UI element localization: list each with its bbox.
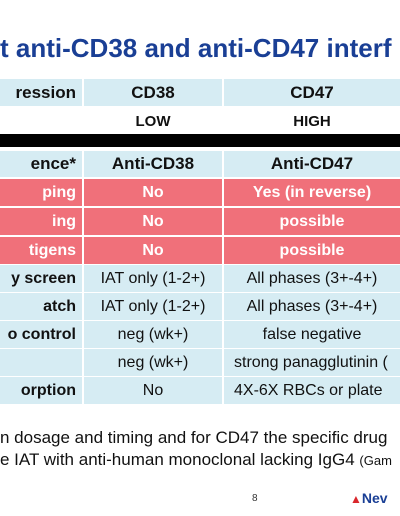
table-row: orption No 4X-6X RBCs or plate (0, 377, 400, 404)
interference-header-row: ence* Anti-CD38 Anti-CD47 (0, 151, 400, 177)
bullet-line-2-text: e IAT with anti-human monoclonal lacking… (0, 450, 355, 469)
row-label: ing (0, 208, 82, 235)
row-label: atch (0, 293, 82, 320)
bullet-line-1: n dosage and timing and for CD47 the spe… (0, 428, 388, 447)
table-row: y screen IAT only (1-2+) All phases (3+-… (0, 265, 400, 292)
anti-cd47-cell: 4X-6X RBCs or plate (224, 377, 400, 404)
anti-cd47-cell: All phases (3+-4+) (224, 293, 400, 320)
slide-title: t anti-CD38 and anti-CD47 interf (0, 33, 392, 63)
expression-label: ression (0, 79, 82, 106)
anti-cd38-cell: No (84, 377, 222, 404)
table-row: ping No Yes (in reverse) (0, 179, 400, 206)
cd38-level: LOW (84, 108, 222, 134)
anti-cd38-cell: No (84, 179, 222, 206)
row-label: orption (0, 377, 82, 404)
row-label: tigens (0, 237, 82, 264)
interference-label: ence* (0, 151, 82, 177)
table-row: ing No possible (0, 208, 400, 235)
anti-cd38-cell: neg (wk+) (84, 321, 222, 348)
table-row: neg (wk+) strong panagglutinin ( (0, 349, 400, 376)
row-label: y screen (0, 265, 82, 292)
logo-triangle-icon: ▲ (350, 492, 362, 506)
bullet-line-2: e IAT with anti-human monoclonal lacking… (0, 450, 400, 470)
level-label (0, 108, 82, 134)
anti-cd38-cell: No (84, 237, 222, 264)
anti-cd38-cell: No (84, 208, 222, 235)
anti-cd47-cell: possible (224, 208, 400, 235)
divider-bar (0, 134, 400, 147)
anti-cd47-cell: strong panagglutinin ( (224, 349, 400, 376)
table-row: o control neg (wk+) false negative (0, 321, 400, 348)
anti-cd38-cell: neg (wk+) (84, 349, 222, 376)
anti-cd38-cell: IAT only (1-2+) (84, 293, 222, 320)
page-number: 8 (252, 493, 258, 504)
anti-cd47-cell: Yes (in reverse) (224, 179, 400, 206)
bullet-line-2-note: (Gam (359, 453, 392, 468)
logo-text: Nev (361, 490, 388, 506)
anti-cd38-cell: IAT only (1-2+) (84, 265, 222, 292)
anti-cd38-header: Anti-CD38 (84, 151, 222, 177)
level-row: LOW HIGH (0, 108, 400, 134)
row-label: o control (0, 321, 82, 348)
company-logo: ▲Nev (350, 490, 388, 506)
anti-cd47-header: Anti-CD47 (224, 151, 400, 177)
table-row: atch IAT only (1-2+) All phases (3+-4+) (0, 293, 400, 320)
row-label (0, 349, 82, 376)
anti-cd47-cell: All phases (3+-4+) (224, 265, 400, 292)
row-label: ping (0, 179, 82, 206)
anti-cd47-cell: false negative (224, 321, 400, 348)
cd47-header: CD47 (224, 79, 400, 106)
expression-row: ression CD38 CD47 (0, 79, 400, 106)
table-row: tigens No possible (0, 237, 400, 264)
cd38-header: CD38 (84, 79, 222, 106)
anti-cd47-cell: possible (224, 237, 400, 264)
cd47-level: HIGH (224, 108, 400, 134)
